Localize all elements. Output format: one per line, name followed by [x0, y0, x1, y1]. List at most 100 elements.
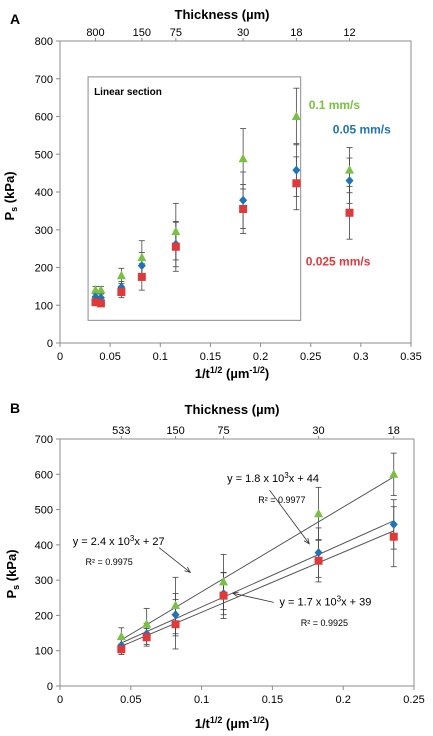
- x-tick-label: 0: [57, 351, 63, 363]
- data-point-triangle: [171, 600, 181, 610]
- trendline-r-squared: R² = 0.9925: [301, 618, 348, 628]
- trendline-equation: y = 1.7 x 103x + 39: [279, 595, 371, 609]
- x-tick-label: 0.05: [99, 351, 120, 363]
- panel-b-x-axis-title: 1/t1/2 (µm-1/2): [195, 715, 270, 731]
- top-tick-label: 75: [170, 27, 182, 39]
- y-tick-label: 600: [35, 112, 53, 124]
- x-tick-label: 0.2: [253, 351, 268, 363]
- y-tick-label: 800: [35, 36, 53, 48]
- x-tick-label: 0.25: [300, 351, 321, 363]
- data-point-square: [345, 208, 354, 217]
- data-point-triangle: [314, 508, 324, 518]
- y-tick-label: 500: [35, 505, 53, 517]
- x-tick-label: 0: [57, 694, 63, 706]
- y-tick-label: 0: [47, 338, 53, 350]
- panel-a-top-axis-title: Thickness (µm): [175, 7, 270, 22]
- trendline-r-squared: R² = 0.9975: [85, 557, 132, 567]
- y-tick-label: 400: [35, 187, 53, 199]
- data-point-triangle: [116, 631, 126, 641]
- data-point-square: [239, 204, 248, 213]
- y-tick-label: 700: [35, 74, 53, 86]
- annotation-arrow: [158, 547, 191, 573]
- y-tick-label: 300: [35, 575, 53, 587]
- trendline-r-squared: R² = 0.9977: [258, 495, 305, 505]
- data-point-square: [117, 288, 126, 297]
- top-tick-label: 30: [312, 425, 324, 437]
- data-point-square: [292, 179, 301, 188]
- y-tick-label: 0: [47, 681, 53, 693]
- data-point-diamond: [292, 165, 301, 175]
- data-point-diamond: [239, 195, 248, 205]
- data-point-diamond: [171, 610, 180, 620]
- x-tick-label: 0.25: [403, 694, 424, 706]
- data-point-triangle: [389, 469, 399, 478]
- x-tick-label: 0.3: [353, 351, 368, 363]
- data-point-square: [171, 620, 180, 629]
- trendline-equation: y = 2.4 x 103x + 27: [73, 534, 165, 548]
- y-tick-label: 100: [35, 300, 53, 312]
- annotation-arrowhead: [303, 537, 310, 545]
- y-tick-label: 300: [35, 225, 53, 237]
- data-point-square: [314, 556, 323, 565]
- panel-a: A Thickness (µm) Ps (kPa) 1/t1/2 (µm-1/2…: [2, 7, 422, 381]
- panel-b: B Thickness (µm) Ps (kPa) 1/t1/2 (µm-1/2…: [4, 400, 425, 731]
- y-tick-label: 700: [35, 434, 53, 446]
- x-tick-label: 0.15: [262, 694, 283, 706]
- trendline: [121, 476, 395, 641]
- data-point-triangle: [96, 285, 106, 294]
- data-point-diamond: [389, 519, 398, 529]
- data-point-diamond: [345, 176, 354, 186]
- trendline-equation: y = 1.8 x 103x + 44: [227, 471, 319, 485]
- trendline: [121, 530, 394, 647]
- panel-b-top-axis-title: Thickness (µm): [185, 402, 280, 417]
- y-tick-label: 200: [35, 610, 53, 622]
- annotation-arrowhead: [184, 566, 192, 574]
- data-point-square: [117, 645, 126, 654]
- top-tick-label: 150: [166, 425, 184, 437]
- data-point-triangle: [291, 111, 301, 120]
- top-tick-label: 18: [290, 27, 302, 39]
- data-point-triangle: [171, 226, 181, 236]
- y-tick-label: 500: [35, 149, 53, 161]
- series-label: 0.025 mm/s: [306, 255, 371, 269]
- data-point-triangle: [142, 619, 152, 628]
- linear-section-label: Linear section: [94, 87, 162, 98]
- data-point-diamond: [137, 261, 146, 271]
- data-point-triangle: [116, 270, 126, 280]
- top-tick-label: 800: [86, 27, 104, 39]
- plot-frame: [59, 438, 415, 687]
- y-tick-label: 400: [35, 540, 53, 552]
- annotation-arrow: [269, 489, 310, 545]
- top-tick-label: 150: [133, 27, 151, 39]
- x-tick-label: 0.1: [153, 351, 168, 363]
- trendline: [121, 520, 394, 644]
- data-point-square: [96, 299, 105, 308]
- data-point-square: [171, 242, 180, 251]
- data-point-square: [389, 532, 398, 541]
- top-tick-label: 30: [237, 27, 249, 39]
- top-tick-label: 75: [217, 425, 229, 437]
- panel-b-y-axis-title: Ps (kPa): [4, 549, 21, 598]
- x-tick-label: 0.05: [120, 694, 141, 706]
- data-point-triangle: [219, 576, 229, 586]
- y-tick-label: 600: [35, 469, 53, 481]
- panel-b-label: B: [10, 400, 20, 416]
- data-point-triangle: [137, 252, 147, 262]
- linear-section-box: [87, 76, 302, 321]
- data-point-square: [142, 633, 151, 642]
- top-tick-label: 533: [112, 425, 130, 437]
- data-point-triangle: [238, 153, 248, 163]
- x-tick-label: 0.2: [336, 694, 351, 706]
- panel-a-x-axis-title: 1/t1/2 (µm-1/2): [195, 365, 270, 381]
- x-tick-label: 0.15: [200, 351, 221, 363]
- data-point-triangle: [345, 165, 355, 174]
- y-tick-label: 200: [35, 263, 53, 275]
- annotation-arrowhead: [231, 591, 239, 598]
- panel-a-label: A: [10, 11, 20, 27]
- x-tick-label: 0.1: [194, 694, 209, 706]
- top-tick-label: 18: [388, 425, 400, 437]
- annotation-arrow: [232, 592, 274, 603]
- y-tick-label: 100: [35, 646, 53, 658]
- data-point-square: [219, 591, 228, 600]
